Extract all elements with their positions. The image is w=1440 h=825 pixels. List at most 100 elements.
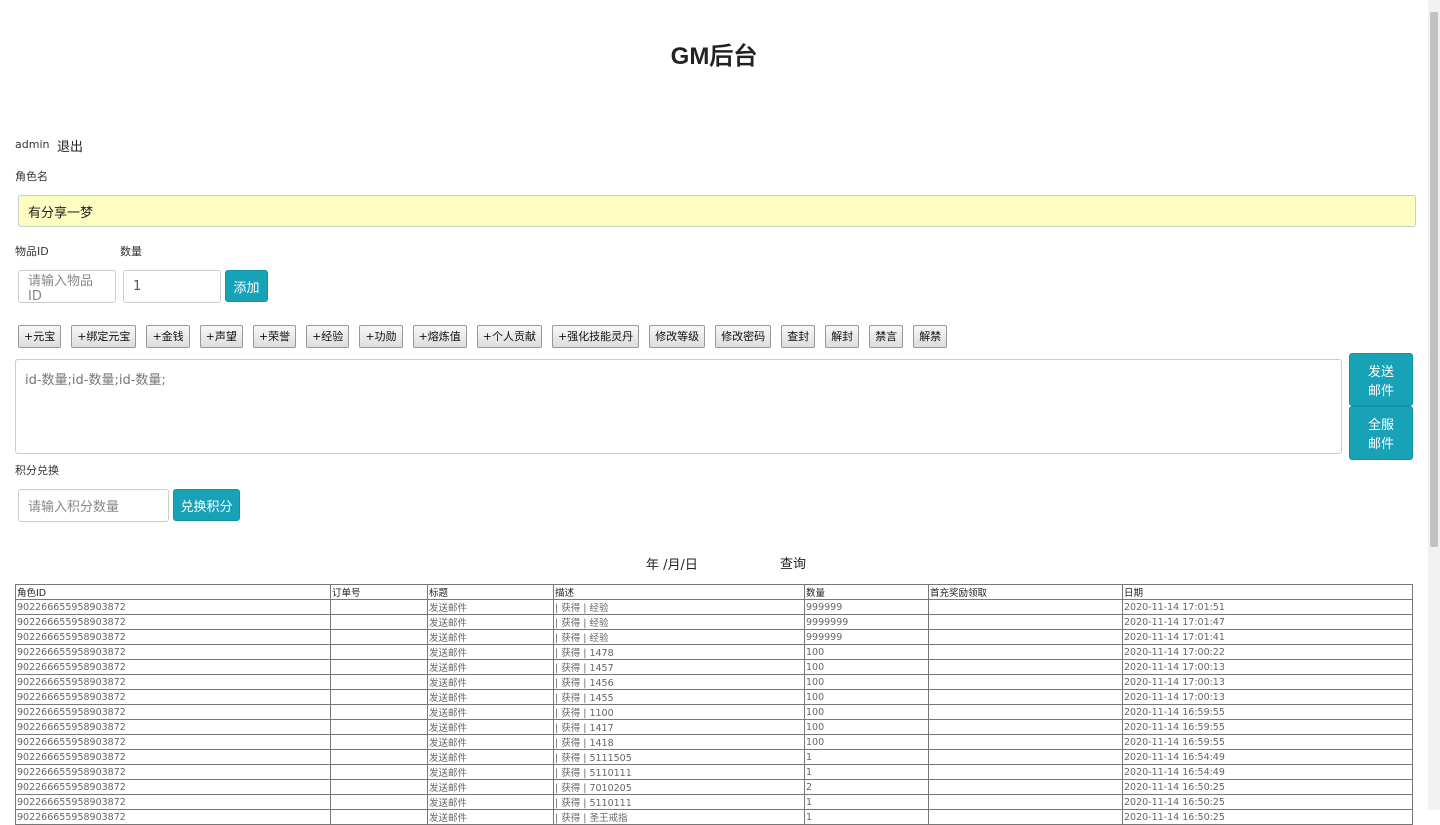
send-mail-button[interactable]: 发送邮件 [1349, 353, 1413, 406]
action-button[interactable]: +荣誉 [252, 325, 297, 348]
table-cell: 发送邮件 [427, 599, 554, 615]
date-input[interactable]: 年 /月/日 [646, 558, 698, 573]
table-cell: 100 [804, 674, 929, 690]
action-button[interactable]: +绑定元宝 [71, 325, 137, 348]
table-cell [928, 794, 1123, 810]
action-buttons: +元宝 +绑定元宝 +金钱 +声望 +荣誉 +经验 +功勋 +熔炼值 +个人贡献 +强化技能灵丹修… [18, 325, 957, 348]
table-cell: | 获得 | 1455 [553, 689, 805, 705]
table-cell: | 获得 | 经验 [553, 629, 805, 645]
table-cell [928, 674, 1123, 690]
table-cell: 1 [804, 764, 929, 780]
action-button[interactable]: 查封 [781, 325, 816, 348]
table-cell [928, 749, 1123, 765]
table-cell: | 获得 | 1418 [553, 734, 805, 750]
table-cell [330, 659, 428, 675]
table-cell: 2020-11-14 17:00:22 [1122, 644, 1413, 660]
table-cell: 发送邮件 [427, 794, 554, 810]
table-row: 902266655958903872 发送邮件 | 获得 | 经验 9999999 20… [15, 614, 1413, 630]
table-row: 902266655958903872 发送邮件 | 获得 | 圣王戒指 1 2020-1… [15, 809, 1413, 825]
column-header: 日期 [1122, 584, 1413, 600]
table-cell: 发送邮件 [427, 764, 554, 780]
table-row: 902266655958903872 发送邮件 | 获得 | 1456 100 2020… [15, 674, 1413, 690]
mail-textarea[interactable]: id-数量;id-数量;id-数量; [15, 359, 1342, 454]
table-cell: | 获得 | 1100 [553, 704, 805, 720]
table-cell: 2020-11-14 16:50:25 [1122, 779, 1413, 795]
table-cell: | 获得 | 经验 [553, 599, 805, 615]
action-button[interactable]: +熔炼值 [412, 325, 467, 348]
table-cell: 100 [804, 734, 929, 750]
action-button[interactable]: +经验 [306, 325, 350, 348]
table-cell: 100 [804, 719, 929, 735]
table-cell: 902266655958903872 [15, 689, 331, 705]
table-cell [928, 809, 1123, 825]
scrollbar-thumb[interactable] [1430, 12, 1438, 547]
table-cell: 902266655958903872 [15, 809, 331, 825]
table-cell [928, 779, 1123, 795]
table-cell: 2020-11-14 17:00:13 [1122, 689, 1413, 705]
column-header: 角色ID [15, 584, 331, 600]
query-button[interactable]: 查询 [780, 557, 807, 572]
action-button[interactable]: +强化技能灵丹 [551, 325, 640, 348]
table-cell [330, 734, 428, 750]
table-cell: 2020-11-14 17:01:41 [1122, 629, 1413, 645]
points-placeholder: 请输入积分数量 [28, 500, 120, 515]
records-table: 角色ID 订单号 标题 描述 数量 首充奖励领取 日期 902266655958903872… [15, 584, 1413, 825]
table-cell: 发送邮件 [427, 809, 554, 825]
scrollbar[interactable] [1428, 0, 1440, 810]
table-cell: 100 [804, 659, 929, 675]
mail-placeholder: id-数量;id-数量;id-数量; [25, 373, 166, 388]
column-header: 首充奖励领取 [928, 584, 1123, 600]
table-cell: | 获得 | 1457 [553, 659, 805, 675]
table-cell [330, 614, 428, 630]
table-row: 902266655958903872 发送邮件 | 获得 | 5111505 1 202… [15, 749, 1413, 765]
action-button[interactable]: 修改密码 [715, 325, 772, 348]
redeem-points-button[interactable]: 兑换积分 [173, 489, 240, 521]
logout-link[interactable]: 退出 [57, 140, 84, 155]
table-cell [330, 794, 428, 810]
username: admin [15, 138, 50, 151]
table-cell: 发送邮件 [427, 689, 554, 705]
table-row: 902266655958903872 发送邮件 | 获得 | 1100 100 2020… [15, 704, 1413, 720]
table-cell: 2020-11-14 16:50:25 [1122, 794, 1413, 810]
table-cell: 902266655958903872 [15, 629, 331, 645]
table-cell: | 获得 | 1478 [553, 644, 805, 660]
table-cell: 发送邮件 [427, 659, 554, 675]
quantity-value: 1 [133, 279, 142, 294]
table-row: 902266655958903872 发送邮件 | 获得 | 1457 100 2020… [15, 659, 1413, 675]
table-cell: 902266655958903872 [15, 794, 331, 810]
table-cell: 1 [804, 794, 929, 810]
action-button[interactable]: 修改等级 [649, 325, 706, 348]
add-button[interactable]: 添加 [225, 270, 268, 302]
table-cell [928, 689, 1123, 705]
table-cell [928, 719, 1123, 735]
action-button[interactable]: 禁言 [869, 325, 904, 348]
action-button[interactable]: +元宝 [18, 325, 62, 348]
action-button[interactable]: 解封 [825, 325, 860, 348]
action-button[interactable]: +功勋 [359, 325, 403, 348]
action-button[interactable]: +金钱 [146, 325, 190, 348]
table-cell: 2020-11-14 16:54:49 [1122, 764, 1413, 780]
item-id-label: 物品ID [15, 245, 49, 258]
quantity-label: 数量 [120, 245, 142, 258]
points-input[interactable]: 请输入积分数量 [18, 489, 169, 522]
table-cell: 902266655958903872 [15, 749, 331, 765]
role-name-value: 有分享一梦 [28, 205, 94, 221]
table-cell: 902266655958903872 [15, 674, 331, 690]
table-cell: 902266655958903872 [15, 719, 331, 735]
action-button[interactable]: +个人贡献 [476, 325, 542, 348]
table-cell: 1 [804, 749, 929, 765]
table-cell: 999999 [804, 629, 929, 645]
table-cell: 2020-11-14 16:59:55 [1122, 704, 1413, 720]
table-cell [928, 734, 1123, 750]
table-cell [330, 809, 428, 825]
send-all-mail-button[interactable]: 全服邮件 [1349, 406, 1413, 460]
quantity-input[interactable]: 1 [123, 270, 221, 303]
action-button[interactable]: 解禁 [913, 325, 948, 348]
table-row: 902266655958903872 发送邮件 | 获得 | 7010205 2 202… [15, 779, 1413, 795]
table-cell: 2020-11-14 17:01:51 [1122, 599, 1413, 615]
item-id-input[interactable]: 请输入物品ID [18, 270, 116, 304]
role-name-input[interactable]: 有分享一梦 [18, 195, 1416, 227]
action-button[interactable]: +声望 [199, 325, 243, 348]
table-cell: 发送邮件 [427, 674, 554, 690]
table-cell: 100 [804, 689, 929, 705]
